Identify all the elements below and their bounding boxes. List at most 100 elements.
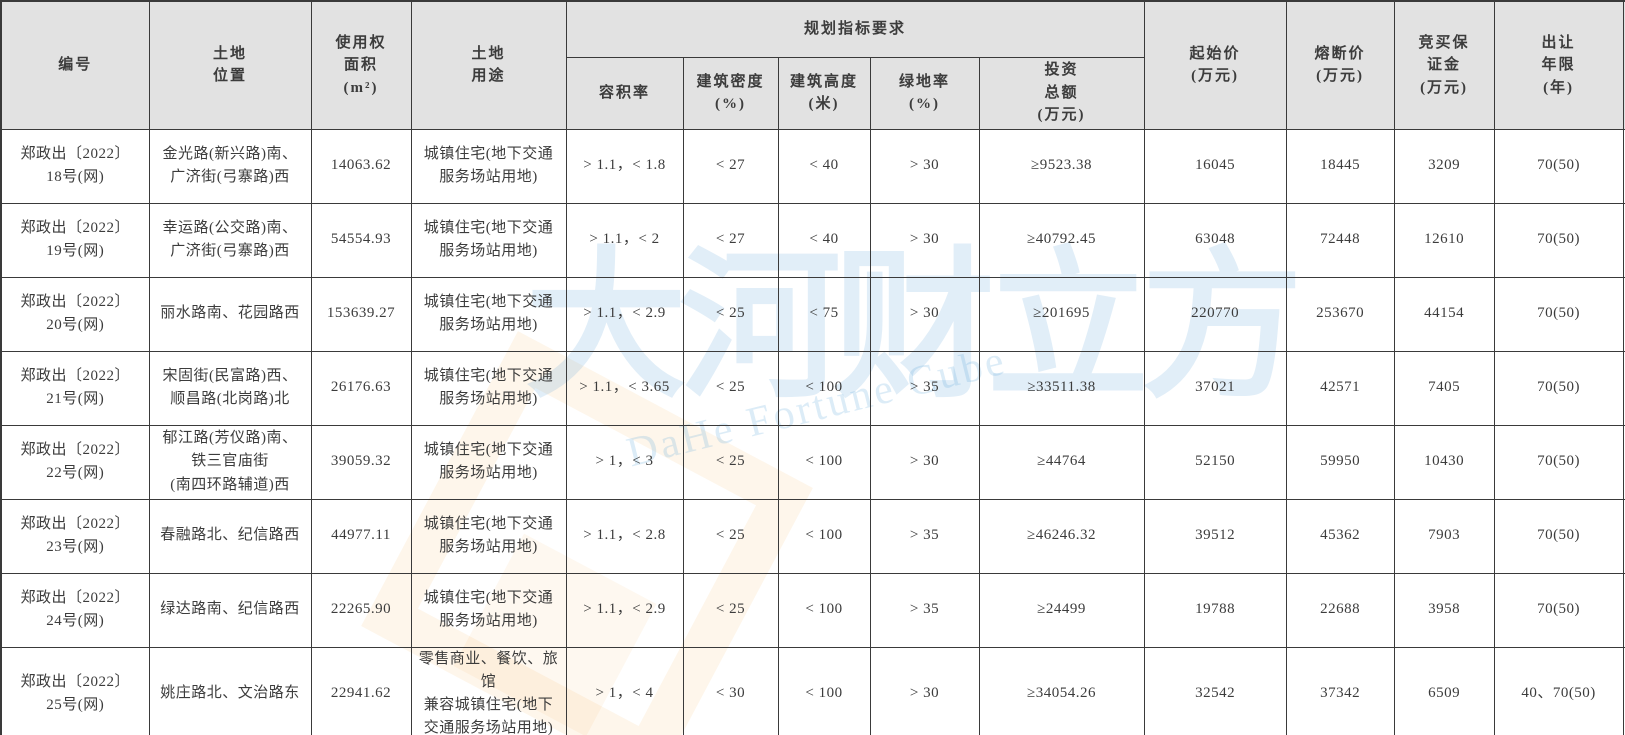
cell-ceiling-price: 45362 — [1285, 498, 1395, 574]
cell-investment: ≥44764 — [978, 424, 1145, 500]
header-density: 建筑密度 (%) — [682, 56, 779, 130]
cell-land-use: 城镇住宅(地下交通 服务场站用地) — [410, 350, 567, 426]
cell-start-price: 52150 — [1143, 424, 1287, 500]
header-years: 出让 年限 (年) — [1493, 0, 1624, 130]
cell-green-ratio: > 30 — [869, 128, 980, 204]
cell-investment: ≥34054.26 — [978, 646, 1145, 735]
cell-far: > 1.1，< 1.8 — [565, 128, 684, 204]
cell-deposit: 3209 — [1393, 128, 1495, 204]
cell-area: 14063.62 — [310, 128, 412, 204]
cell-area: 39059.32 — [310, 424, 412, 500]
cell-location: 金光路(新兴路)南、 广济街(弓寨路)西 — [148, 128, 312, 204]
cell-land-use: 零售商业、餐饮、旅馆 兼容城镇住宅(地下 交通服务场站用地) — [410, 646, 567, 735]
table-row: 郑政出〔2022〕 24号(网) 绿达路南、纪信路西 22265.90 城镇住宅… — [0, 572, 1625, 648]
table-row: 郑政出〔2022〕 18号(网) 金光路(新兴路)南、 广济街(弓寨路)西 14… — [0, 128, 1625, 204]
header-deposit: 竞买保 证金 (万元) — [1393, 0, 1495, 130]
cell-building-height: < 100 — [777, 646, 871, 735]
cell-density: < 25 — [682, 424, 779, 500]
cell-density: < 30 — [682, 646, 779, 735]
table-row: 郑政出〔2022〕 25号(网) 姚庄路北、文治路东 22941.62 零售商业… — [0, 646, 1625, 735]
cell-investment: ≥46246.32 — [978, 498, 1145, 574]
table-row: 郑政出〔2022〕 19号(网) 幸运路(公交路)南、 广济街(弓寨路)西 54… — [0, 202, 1625, 278]
cell-far: > 1.1，< 2.9 — [565, 276, 684, 352]
cell-far: > 1.1，< 2.9 — [565, 572, 684, 648]
cell-density: < 25 — [682, 498, 779, 574]
cell-location: 姚庄路北、文治路东 — [148, 646, 312, 735]
cell-land-use: 城镇住宅(地下交通 服务场站用地) — [410, 424, 567, 500]
table-body: 郑政出〔2022〕 18号(网) 金光路(新兴路)南、 广济街(弓寨路)西 14… — [0, 128, 1625, 735]
cell-density: < 27 — [682, 128, 779, 204]
header-far: 容积率 — [565, 56, 684, 130]
cell-years: 70(50) — [1493, 572, 1624, 648]
cell-green-ratio: > 35 — [869, 498, 980, 574]
cell-years: 40、70(50) — [1493, 646, 1624, 735]
cell-green-ratio: > 35 — [869, 572, 980, 648]
cell-land-use: 城镇住宅(地下交通 服务场站用地) — [410, 572, 567, 648]
cell-location: 春融路北、纪信路西 — [148, 498, 312, 574]
cell-area: 22941.62 — [310, 646, 412, 735]
cell-building-height: < 100 — [777, 424, 871, 500]
header-building-height: 建筑高度 (米) — [777, 56, 871, 130]
cell-deposit: 6509 — [1393, 646, 1495, 735]
cell-building-height: < 100 — [777, 572, 871, 648]
cell-land-use: 城镇住宅(地下交通 服务场站用地) — [410, 498, 567, 574]
cell-building-height: < 100 — [777, 350, 871, 426]
cell-start-price: 37021 — [1143, 350, 1287, 426]
cell-start-price: 19788 — [1143, 572, 1287, 648]
cell-ceiling-price: 22688 — [1285, 572, 1395, 648]
header-ceiling-price: 熔断价 (万元) — [1285, 0, 1395, 130]
table-row: 郑政出〔2022〕 23号(网) 春融路北、纪信路西 44977.11 城镇住宅… — [0, 498, 1625, 574]
cell-ceiling-price: 253670 — [1285, 276, 1395, 352]
cell-far: > 1，< 3 — [565, 424, 684, 500]
cell-investment: ≥9523.38 — [978, 128, 1145, 204]
cell-deposit: 7405 — [1393, 350, 1495, 426]
cell-start-price: 16045 — [1143, 128, 1287, 204]
cell-ceiling-price: 37342 — [1285, 646, 1395, 735]
cell-investment: ≥40792.45 — [978, 202, 1145, 278]
cell-start-price: 32542 — [1143, 646, 1287, 735]
header-parcel-id: 编号 — [0, 0, 150, 130]
header-planning-group: 规划指标要求 — [565, 0, 1145, 58]
cell-far: > 1，< 4 — [565, 646, 684, 735]
cell-density: < 25 — [682, 350, 779, 426]
cell-green-ratio: > 30 — [869, 424, 980, 500]
cell-years: 70(50) — [1493, 424, 1624, 500]
cell-years: 70(50) — [1493, 128, 1624, 204]
cell-far: > 1.1，< 2.8 — [565, 498, 684, 574]
cell-green-ratio: > 30 — [869, 276, 980, 352]
cell-parcel-id: 郑政出〔2022〕 21号(网) — [0, 350, 150, 426]
header-investment: 投资 总额 (万元) — [978, 56, 1145, 130]
cell-overflow-stub — [1622, 646, 1625, 735]
cell-ceiling-price: 72448 — [1285, 202, 1395, 278]
header-location: 土地 位置 — [148, 0, 312, 130]
header-area: 使用权 面积 (m²) — [310, 0, 412, 130]
cell-start-price: 220770 — [1143, 276, 1287, 352]
header-green-ratio: 绿地率 (%) — [869, 56, 980, 130]
cell-years: 70(50) — [1493, 498, 1624, 574]
table-row: 郑政出〔2022〕 22号(网) 郁江路(芳仪路)南、 铁三官庙街 (南四环路辅… — [0, 424, 1625, 500]
cell-deposit: 7903 — [1393, 498, 1495, 574]
cell-deposit: 10430 — [1393, 424, 1495, 500]
cell-green-ratio: > 30 — [869, 202, 980, 278]
cell-area: 153639.27 — [310, 276, 412, 352]
cell-deposit: 12610 — [1393, 202, 1495, 278]
cell-years: 70(50) — [1493, 202, 1624, 278]
cell-area: 26176.63 — [310, 350, 412, 426]
cell-building-height: < 40 — [777, 202, 871, 278]
cell-parcel-id: 郑政出〔2022〕 24号(网) — [0, 572, 150, 648]
cell-location: 丽水路南、花园路西 — [148, 276, 312, 352]
cell-years: 70(50) — [1493, 276, 1624, 352]
cell-area: 22265.90 — [310, 572, 412, 648]
cell-parcel-id: 郑政出〔2022〕 19号(网) — [0, 202, 150, 278]
cell-far: > 1.1，< 2 — [565, 202, 684, 278]
cell-green-ratio: > 30 — [869, 646, 980, 735]
cell-parcel-id: 郑政出〔2022〕 18号(网) — [0, 128, 150, 204]
cell-location: 幸运路(公交路)南、 广济街(弓寨路)西 — [148, 202, 312, 278]
cell-investment: ≥33511.38 — [978, 350, 1145, 426]
cell-land-use: 城镇住宅(地下交通 服务场站用地) — [410, 202, 567, 278]
cell-location: 绿达路南、纪信路西 — [148, 572, 312, 648]
cell-building-height: < 100 — [777, 498, 871, 574]
cell-density: < 25 — [682, 572, 779, 648]
cell-density: < 27 — [682, 202, 779, 278]
